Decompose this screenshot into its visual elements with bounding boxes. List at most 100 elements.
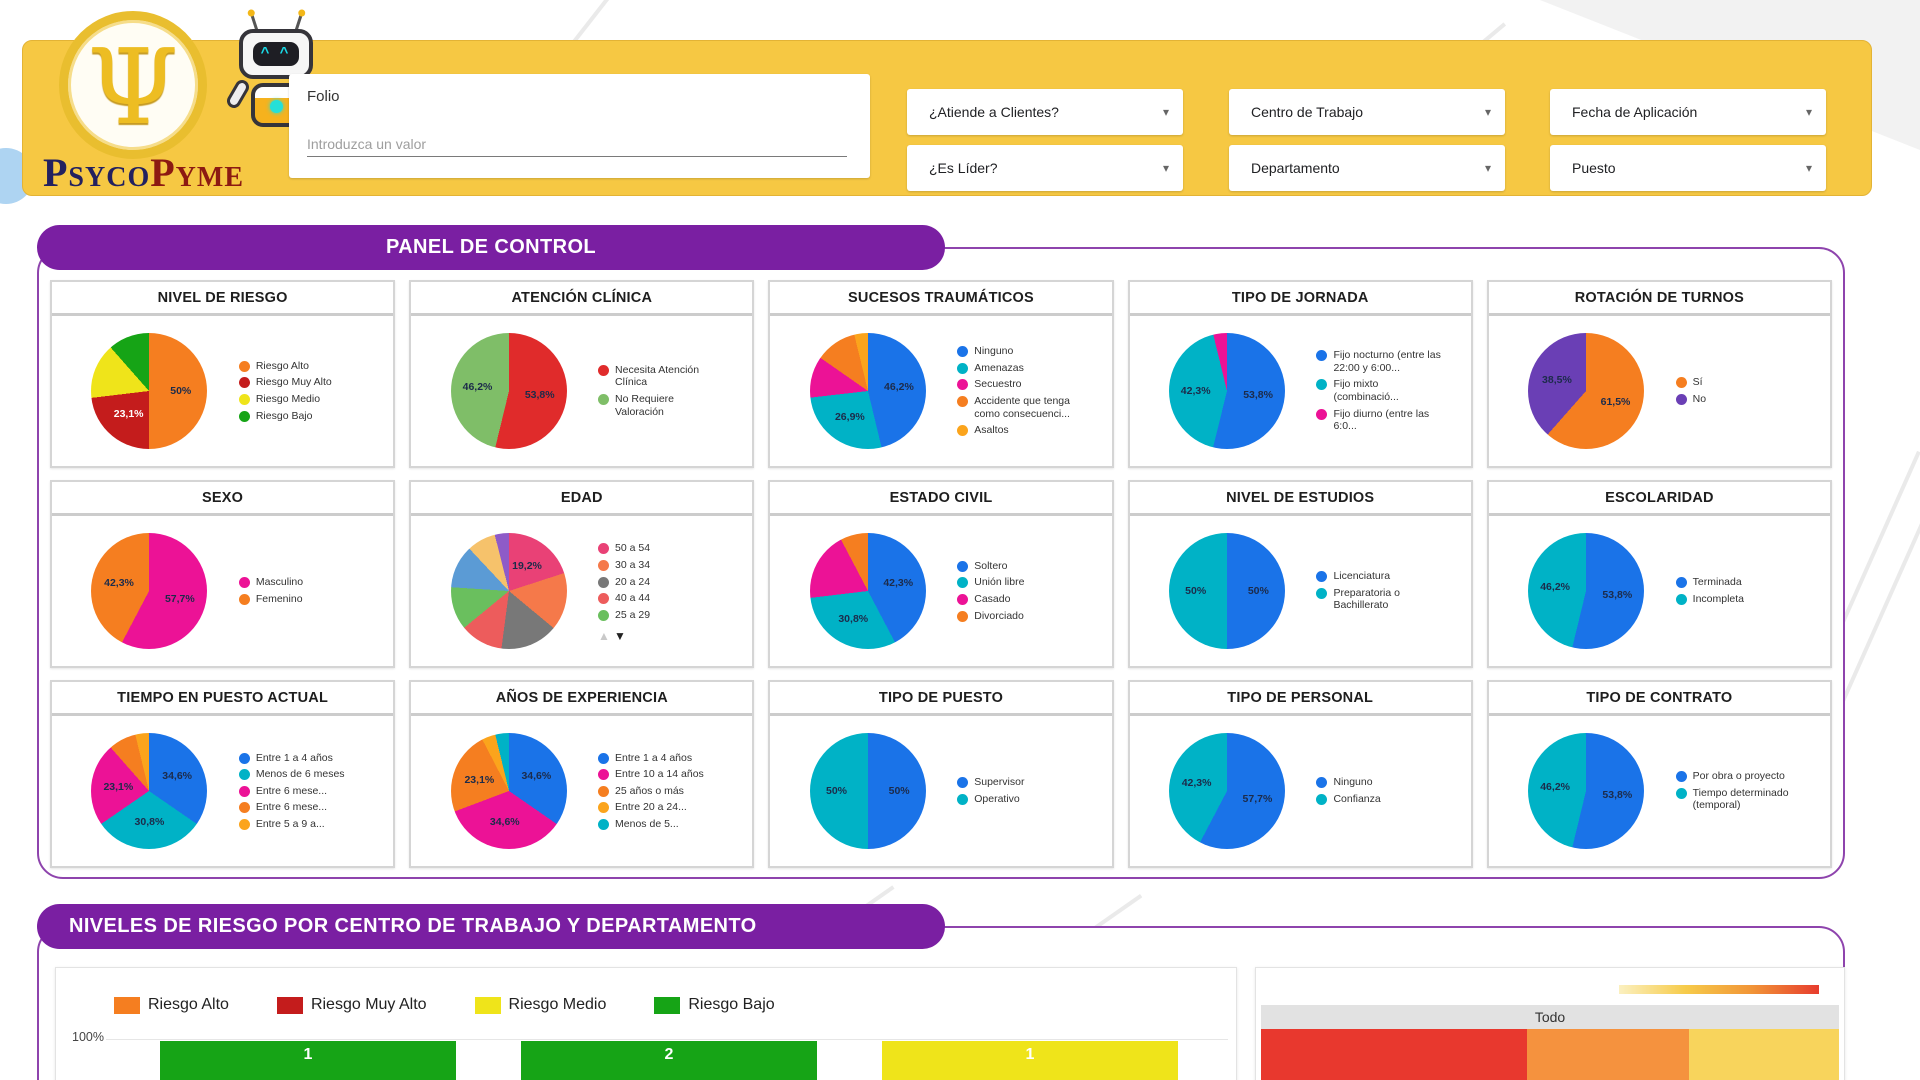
pie-percent-label: 34,6% <box>521 770 552 783</box>
pie-percent-label: 57,7% <box>164 592 195 605</box>
risk-bar-chart-panel: Riesgo Alto Riesgo Muy Alto Riesgo Medio Ri… <box>55 967 1237 1080</box>
treemap-block[interactable] <box>1261 1029 1527 1080</box>
legend-dot-icon <box>238 818 250 830</box>
chart-card: TIPO DE PERSONAL 57,7% 42,3% Ninguno Confian… <box>1127 680 1473 868</box>
legend-item: Menos de 5... <box>598 818 744 831</box>
chevron-down-icon: ▾ <box>1805 161 1812 175</box>
pie-legend: Entre 1 a 4 años Menos de 6 meses Entre 6 … <box>238 748 385 835</box>
pie-percent-label: 42,3% <box>1181 777 1212 790</box>
legend-dot-icon <box>1675 377 1687 389</box>
legend-item: Ninguno <box>1316 776 1462 789</box>
legend-label: Por obra o proyecto <box>1692 770 1785 783</box>
chevron-down-icon: ▾ <box>1805 105 1812 119</box>
legend-label: Riesgo Medio <box>508 996 607 1013</box>
stacked-bar-segment[interactable]: 1 <box>160 1041 456 1080</box>
chart-card: TIPO DE CONTRATO 53,8% 46,2% Por obra o pro… <box>1486 680 1832 868</box>
chart-card-body: 50% 50% Licenciatura Preparatoria o Bachill… <box>1130 516 1471 666</box>
pie-area: 50% 50% <box>1138 533 1317 649</box>
filter-fecha-aplicacion[interactable]: Fecha de Aplicación ▾ <box>1550 89 1826 135</box>
treemap-blocks <box>1261 1029 1839 1080</box>
filter-puesto[interactable]: Puesto ▾ <box>1550 145 1826 191</box>
legend-label: 25 a 29 <box>615 608 651 621</box>
stacked-bar-segment[interactable]: 1 <box>882 1041 1178 1080</box>
legend-label: Asaltos <box>974 424 1009 437</box>
legend-item: Entre 10 a 14 años <box>598 768 744 781</box>
chart-card: ATENCIÓN CLÍNICA 53,8% 46,2% Necesita Atenc… <box>409 280 755 468</box>
pie-percent-label: 42,3% <box>104 577 134 590</box>
pie-area: 50% 50% <box>778 733 957 849</box>
pager-down-icon[interactable]: ▼ <box>613 629 630 644</box>
color-scale-gradient <box>1619 985 1819 994</box>
x-axis-line <box>106 1039 1228 1040</box>
legend-item: Supervisor <box>957 776 1103 789</box>
chart-card-body: 57,7% 42,3% Ninguno Confianza <box>1130 716 1471 866</box>
chart-card-title: ATENCIÓN CLÍNICA <box>411 282 753 316</box>
filter-centro-trabajo[interactable]: Centro de Trabajo ▾ <box>1229 89 1505 135</box>
legend-label: Ninguno <box>1333 776 1373 789</box>
pie-percent-label: 42,3% <box>883 577 914 590</box>
legend-label: Terminada <box>1692 576 1742 589</box>
stacked-bar-segment[interactable]: 2 <box>521 1041 817 1080</box>
chart-card-body: 34,6% 30,8% 23,1% Entre 1 a 4 años Menos de … <box>52 716 393 866</box>
chart-card-body: 53,8% 46,2% Terminada Incompleta <box>1489 516 1830 666</box>
pie-legend: Soltero Unión libre Casado Divorciado <box>957 556 1103 626</box>
folio-card: Folio <box>289 74 870 178</box>
legend-item: Entre 6 mese... <box>238 784 385 798</box>
chart-card: EDAD 19,2% 50 a 54 30 a 34 20 a 24 40 a 44 25 … <box>409 480 755 668</box>
legend-label: Entre 6 mese... <box>255 801 328 814</box>
filter-departamento[interactable]: Departamento ▾ <box>1229 145 1505 191</box>
chevron-down-icon: ▾ <box>1162 161 1169 175</box>
legend-label: Entre 10 a 14 años <box>615 768 704 781</box>
legend-item: Riesgo Bajo <box>654 996 775 1014</box>
legend-swatch-icon <box>474 996 501 1014</box>
legend-dot-icon <box>598 785 610 797</box>
chart-card-title: TIPO DE CONTRATO <box>1488 682 1830 716</box>
pie-chart: 50% 50% <box>1169 533 1286 649</box>
legend-dot-icon <box>957 777 969 789</box>
pie-percent-label: 23,1% <box>464 773 495 786</box>
legend-dot-icon <box>957 396 969 407</box>
pie-percent-label: 23,1% <box>113 408 144 421</box>
legend-label: Riesgo Muy Alto <box>310 996 427 1013</box>
treemap-block[interactable] <box>1688 1029 1839 1080</box>
chart-card-body: 57,7% 42,3% Masculino Femenino <box>52 516 393 666</box>
pie-percent-label: 50% <box>1247 585 1269 597</box>
pie-chart: 57,7% 42,3% <box>91 533 208 649</box>
treemap-block[interactable] <box>1526 1029 1689 1080</box>
legend-label: Unión libre <box>974 576 1025 589</box>
legend-label: Entre 6 mese... <box>255 784 328 797</box>
pie-percent-label: 46,2% <box>1540 781 1570 794</box>
filter-es-lider[interactable]: ¿Es Líder? ▾ <box>907 145 1183 191</box>
pie-legend: Sí No <box>1675 372 1822 409</box>
pie-legend: Necesita Atención Clínica No Requiere Val… <box>598 360 744 422</box>
legend-label: Riesgo Medio <box>255 393 321 405</box>
pie-legend: Supervisor Operativo <box>957 772 1103 809</box>
legend-item: Soltero <box>957 560 1103 573</box>
filter-atiende-clientes[interactable]: ¿Atiende a Clientes? ▾ <box>907 89 1183 135</box>
legend-label: Incompleta <box>1692 593 1745 605</box>
legend-dot-icon <box>238 785 250 797</box>
filter-label: Puesto <box>1572 160 1616 176</box>
legend-dot-icon <box>957 379 969 391</box>
legend-dot-icon <box>598 752 610 764</box>
pie-chart: 34,6% 30,8% 23,1% <box>91 733 208 849</box>
pager-up-icon[interactable]: ▲ <box>598 629 614 644</box>
legend-dot-icon <box>957 425 969 437</box>
legend-item: Ninguno <box>957 345 1103 358</box>
pie-percent-label: 50% <box>825 785 847 797</box>
chart-card-body: 50% 23,1% Riesgo Alto Riesgo Muy Alto Riesgo… <box>52 316 393 466</box>
chart-card-title: ESTADO CIVIL <box>770 482 1112 516</box>
pie-legend: Ninguno Amenazas Secuestro Accidente que te… <box>957 341 1103 441</box>
legend-item: Fijo mixto (combinació... <box>1316 378 1462 403</box>
legend-item: Riesgo Medio <box>474 996 607 1014</box>
filter-label: Centro de Trabajo <box>1251 104 1364 120</box>
treemap-header[interactable]: Todo <box>1261 1005 1839 1029</box>
chart-card-title: NIVEL DE ESTUDIOS <box>1129 482 1471 516</box>
pie-percent-label: 50% <box>1185 585 1207 597</box>
chevron-down-icon: ▾ <box>1484 105 1491 119</box>
legend-item: Femenino <box>238 593 385 606</box>
folio-input[interactable] <box>307 132 847 157</box>
legend-item: Incompleta <box>1675 593 1822 606</box>
legend-swatch-icon <box>114 996 140 1014</box>
legend-item: Operativo <box>957 793 1103 806</box>
